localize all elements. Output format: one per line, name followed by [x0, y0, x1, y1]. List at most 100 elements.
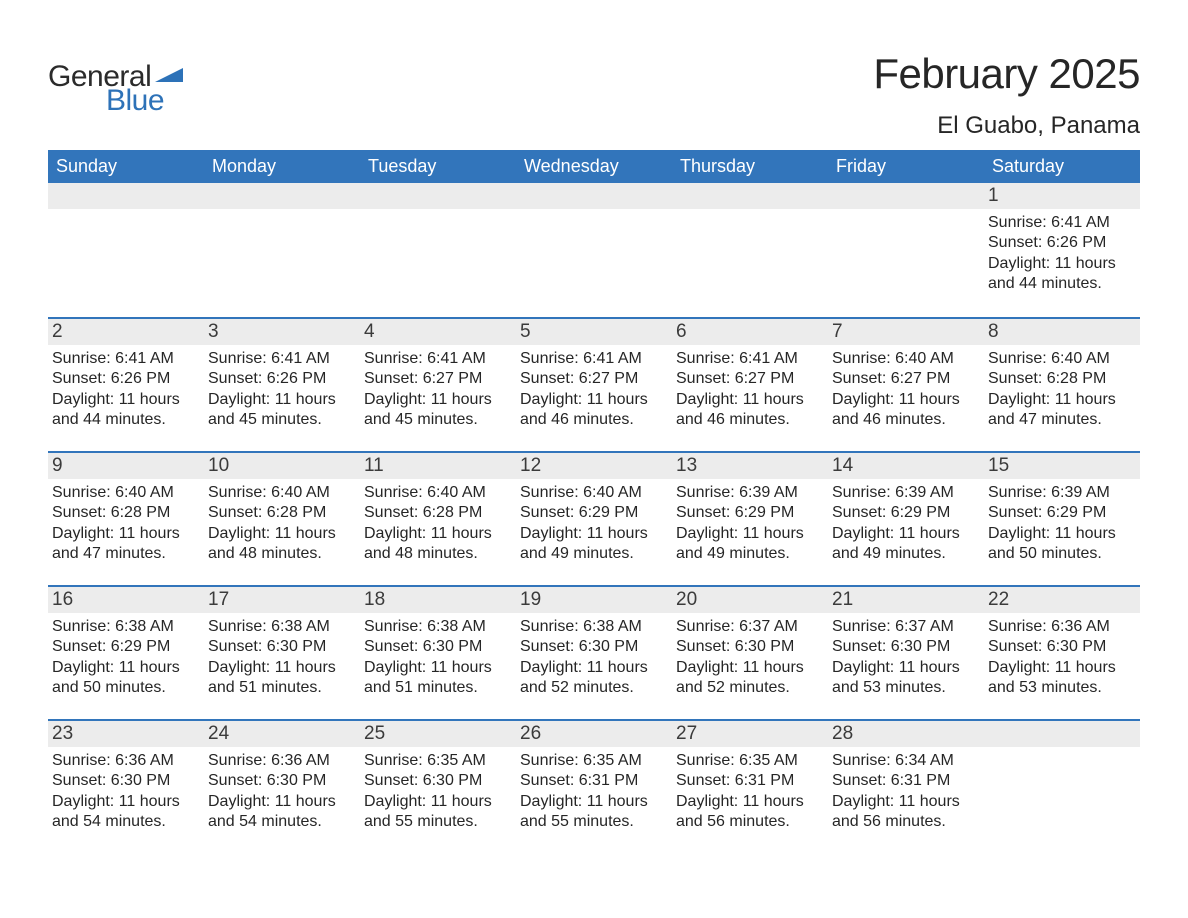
sunrise-text: Sunrise: 6:40 AM: [988, 349, 1132, 369]
week-row: 9Sunrise: 6:40 AMSunset: 6:28 PMDaylight…: [48, 451, 1140, 585]
day-details: Sunrise: 6:38 AMSunset: 6:30 PMDaylight:…: [364, 617, 508, 699]
day-number: 27: [672, 721, 828, 747]
sunset-text: Sunset: 6:30 PM: [988, 637, 1132, 657]
day-details: Sunrise: 6:36 AMSunset: 6:30 PMDaylight:…: [988, 617, 1132, 699]
day-cell: 9 Sunrise: 6:40 AMSunset: 6:28 PMDaylight…: [48, 453, 204, 567]
daylight-text: Daylight: 11 hours and 53 minutes.: [832, 658, 976, 699]
sunset-text: Sunset: 6:27 PM: [364, 369, 508, 389]
daylight-text: Daylight: 11 hours and 46 minutes.: [676, 390, 820, 431]
day-cell: [672, 183, 828, 299]
day-cell: [48, 183, 204, 299]
week-row: 2Sunrise: 6:41 AMSunset: 6:26 PMDaylight…: [48, 317, 1140, 451]
sunrise-text: Sunrise: 6:36 AM: [52, 751, 196, 771]
sunset-text: Sunset: 6:27 PM: [676, 369, 820, 389]
week-row: 1 Sunrise: 6:41 AMSunset: 6:26 PMDaylight…: [48, 183, 1140, 317]
daylight-text: Daylight: 11 hours and 49 minutes.: [520, 524, 664, 565]
day-number: 2: [48, 319, 204, 345]
day-cell: 2Sunrise: 6:41 AMSunset: 6:26 PMDaylight…: [48, 319, 204, 433]
sunrise-text: Sunrise: 6:37 AM: [676, 617, 820, 637]
daylight-text: Daylight: 11 hours and 45 minutes.: [364, 390, 508, 431]
sunrise-text: Sunrise: 6:38 AM: [52, 617, 196, 637]
sunset-text: Sunset: 6:27 PM: [832, 369, 976, 389]
sunset-text: Sunset: 6:28 PM: [208, 503, 352, 523]
sunset-text: Sunset: 6:30 PM: [208, 637, 352, 657]
sunset-text: Sunset: 6:30 PM: [208, 771, 352, 791]
sunrise-text: Sunrise: 6:39 AM: [988, 483, 1132, 503]
day-cell: 26 Sunrise: 6:35 AMSunset: 6:31 PMDayligh…: [516, 721, 672, 835]
day-cell: 18 Sunrise: 6:38 AMSunset: 6:30 PMDayligh…: [360, 587, 516, 701]
sunrise-text: Sunrise: 6:40 AM: [364, 483, 508, 503]
sunrise-text: Sunrise: 6:40 AM: [208, 483, 352, 503]
day-number: [360, 183, 516, 209]
daylight-text: Daylight: 11 hours and 46 minutes.: [520, 390, 664, 431]
day-cell: 14Sunrise: 6:39 AMSunset: 6:29 PMDayligh…: [828, 453, 984, 567]
day-cell: [516, 183, 672, 299]
day-cell: 11Sunrise: 6:40 AMSunset: 6:28 PMDayligh…: [360, 453, 516, 567]
day-cell: 15Sunrise: 6:39 AMSunset: 6:29 PMDayligh…: [984, 453, 1140, 567]
daylight-text: Daylight: 11 hours and 56 minutes.: [832, 792, 976, 833]
calendar-table: Sunday Monday Tuesday Wednesday Thursday…: [48, 150, 1140, 853]
sunset-text: Sunset: 6:26 PM: [988, 233, 1132, 253]
sunset-text: Sunset: 6:30 PM: [364, 771, 508, 791]
sunrise-text: Sunrise: 6:38 AM: [520, 617, 664, 637]
daylight-text: Daylight: 11 hours and 51 minutes.: [208, 658, 352, 699]
day-number: 21: [828, 587, 984, 613]
day-number: 28: [828, 721, 984, 747]
day-cell: 20Sunrise: 6:37 AMSunset: 6:30 PMDayligh…: [672, 587, 828, 701]
daylight-text: Daylight: 11 hours and 44 minutes.: [988, 254, 1132, 295]
day-number: [204, 183, 360, 209]
day-cell: 21 Sunrise: 6:37 AMSunset: 6:30 PMDayligh…: [828, 587, 984, 701]
day-cell: 1 Sunrise: 6:41 AMSunset: 6:26 PMDaylight…: [984, 183, 1140, 299]
sunset-text: Sunset: 6:31 PM: [676, 771, 820, 791]
sunset-text: Sunset: 6:29 PM: [52, 637, 196, 657]
weekday-header-row: Sunday Monday Tuesday Wednesday Thursday…: [48, 150, 1140, 183]
day-details: Sunrise: 6:40 AMSunset: 6:28 PMDaylight:…: [364, 483, 508, 565]
daylight-text: Daylight: 11 hours and 52 minutes.: [520, 658, 664, 699]
week-row: 23Sunrise: 6:36 AMSunset: 6:30 PMDayligh…: [48, 719, 1140, 853]
day-cell: [984, 721, 1140, 835]
weekday-saturday: Saturday: [984, 150, 1140, 183]
daylight-text: Daylight: 11 hours and 50 minutes.: [52, 658, 196, 699]
day-number: 22: [984, 587, 1140, 613]
day-number: 20: [672, 587, 828, 613]
sunrise-text: Sunrise: 6:36 AM: [988, 617, 1132, 637]
day-cell: 24Sunrise: 6:36 AMSunset: 6:30 PMDayligh…: [204, 721, 360, 835]
day-number: 1: [984, 183, 1140, 209]
day-cell: 19Sunrise: 6:38 AMSunset: 6:30 PMDayligh…: [516, 587, 672, 701]
day-cell: 5Sunrise: 6:41 AMSunset: 6:27 PMDaylight…: [516, 319, 672, 433]
day-number: [516, 183, 672, 209]
sunrise-text: Sunrise: 6:41 AM: [676, 349, 820, 369]
daylight-text: Daylight: 11 hours and 45 minutes.: [208, 390, 352, 431]
day-cell: 4Sunrise: 6:41 AMSunset: 6:27 PMDaylight…: [360, 319, 516, 433]
day-details: Sunrise: 6:40 AMSunset: 6:27 PMDaylight:…: [832, 349, 976, 431]
sunrise-text: Sunrise: 6:41 AM: [988, 213, 1132, 233]
sunset-text: Sunset: 6:30 PM: [832, 637, 976, 657]
day-number: 18: [360, 587, 516, 613]
day-details: Sunrise: 6:40 AMSunset: 6:29 PMDaylight:…: [520, 483, 664, 565]
day-details: Sunrise: 6:41 AMSunset: 6:27 PMDaylight:…: [676, 349, 820, 431]
day-number: 9: [48, 453, 204, 479]
weekday-wednesday: Wednesday: [516, 150, 672, 183]
sunrise-text: Sunrise: 6:36 AM: [208, 751, 352, 771]
day-details: Sunrise: 6:40 AMSunset: 6:28 PMDaylight:…: [208, 483, 352, 565]
sunset-text: Sunset: 6:29 PM: [832, 503, 976, 523]
day-cell: 17Sunrise: 6:38 AMSunset: 6:30 PMDayligh…: [204, 587, 360, 701]
day-number: 26: [516, 721, 672, 747]
sunset-text: Sunset: 6:27 PM: [520, 369, 664, 389]
day-cell: 7Sunrise: 6:40 AMSunset: 6:27 PMDaylight…: [828, 319, 984, 433]
day-details: Sunrise: 6:39 AMSunset: 6:29 PMDaylight:…: [988, 483, 1132, 565]
day-details: Sunrise: 6:38 AMSunset: 6:30 PMDaylight:…: [520, 617, 664, 699]
day-details: Sunrise: 6:35 AMSunset: 6:31 PMDaylight:…: [520, 751, 664, 833]
day-cell: 16Sunrise: 6:38 AMSunset: 6:29 PMDayligh…: [48, 587, 204, 701]
sunset-text: Sunset: 6:30 PM: [52, 771, 196, 791]
page-header: General Blue February 2025 El Guabo, Pan…: [48, 50, 1140, 140]
sunrise-text: Sunrise: 6:37 AM: [832, 617, 976, 637]
day-number: 5: [516, 319, 672, 345]
day-number: 14: [828, 453, 984, 479]
sunset-text: Sunset: 6:30 PM: [364, 637, 508, 657]
day-number: 17: [204, 587, 360, 613]
day-details: Sunrise: 6:40 AMSunset: 6:28 PMDaylight:…: [52, 483, 196, 565]
daylight-text: Daylight: 11 hours and 44 minutes.: [52, 390, 196, 431]
day-number: 12: [516, 453, 672, 479]
title-block: February 2025 El Guabo, Panama: [873, 50, 1140, 140]
